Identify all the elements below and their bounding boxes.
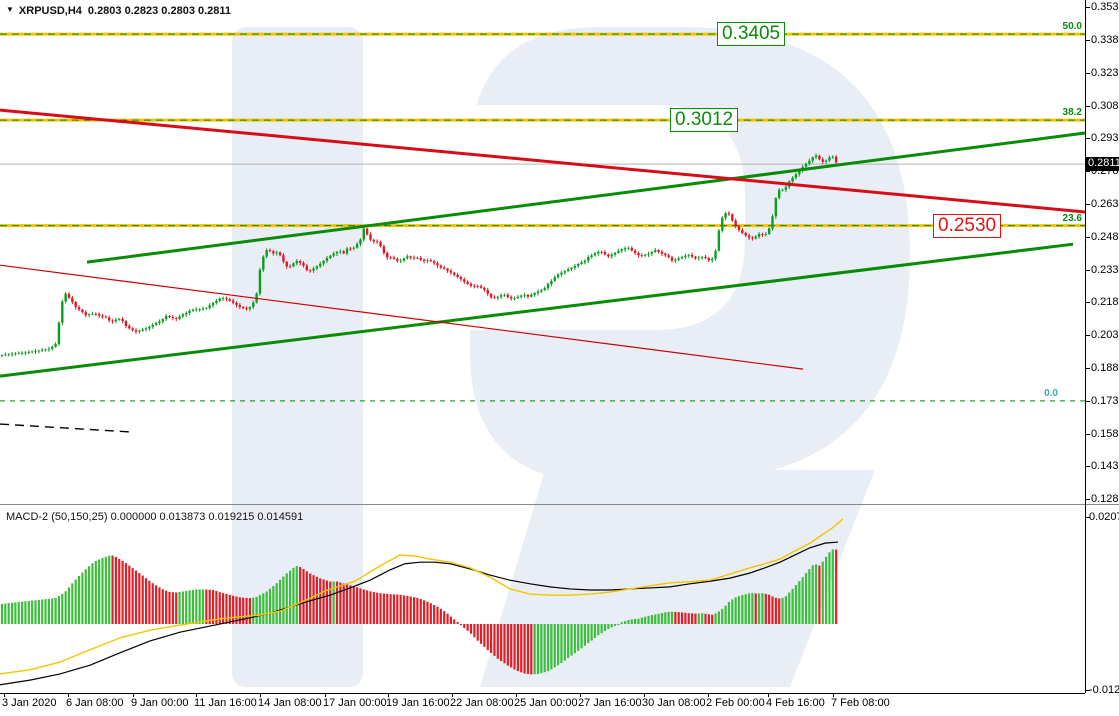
- time-axis-label: 17 Jan 00:00: [323, 697, 387, 709]
- lower-channel-line: [0, 242, 1074, 378]
- upper-channel-line: [86, 131, 1086, 264]
- price-axis-label: 0.1280: [1091, 493, 1119, 505]
- fibo-percent-label: 23.6: [1062, 212, 1082, 224]
- chart-title: ▼ XRPUSD,H4 0.2803 0.2823 0.2803 0.2811: [6, 4, 231, 17]
- symbol-dropdown-icon[interactable]: ▼: [6, 5, 14, 14]
- descending-resistance-line: [0, 108, 1086, 214]
- time-axis-label: 2 Feb 00:00: [706, 697, 765, 709]
- time-axis-label: 14 Jan 08:00: [258, 697, 322, 709]
- fibo-percent-label: 38.2: [1062, 107, 1082, 119]
- candles-layer: [0, 153, 838, 358]
- macd-values: 0.000000 0.013873 0.019215 0.014591: [110, 511, 304, 523]
- time-axis-label: 6 Jan 08:00: [66, 697, 124, 709]
- time-axis-label: 9 Jan 00:00: [131, 697, 189, 709]
- time-axis-label: 11 Jan 16:00: [194, 697, 257, 709]
- macd-axis-max-label: 0.020743: [1089, 511, 1119, 523]
- fibo-percent-label: 0.0: [1044, 387, 1058, 399]
- fibonacci-levels: [0, 32, 1085, 402]
- thin-descending-line: [0, 264, 804, 370]
- current-price-tag: 0.2811: [1086, 157, 1119, 171]
- time-axis-label: 3 Jan 2020: [2, 697, 57, 709]
- fibo-price-box[interactable]: 0.3012: [670, 108, 739, 133]
- time-axis-label: 22 Jan 08:00: [450, 697, 514, 709]
- macd-name: MACD-2 (50,150,25): [6, 511, 108, 523]
- trend-lines[interactable]: [0, 108, 1086, 433]
- time-axis-label: 30 Jan 08:00: [642, 697, 706, 709]
- dashed-black-segment: [0, 423, 134, 433]
- time-axis-label: 19 Jan 16:00: [386, 697, 450, 709]
- macd-axis-min-label: -0.01286: [1089, 684, 1119, 696]
- fibo-price-box[interactable]: 0.3405: [717, 22, 786, 47]
- macd-indicator-label: MACD-2 (50,150,25) 0.000000 0.013873 0.0…: [6, 511, 303, 523]
- ohlc-values: 0.2803 0.2823 0.2803 0.2811: [87, 5, 232, 17]
- time-axis-label: 27 Jan 16:00: [578, 697, 642, 709]
- macd-signal-line: [0, 518, 844, 675]
- time-axis-label: 25 Jan 00:00: [514, 697, 578, 709]
- axis-frame: [0, 0, 1119, 697]
- fibo-percent-label: 50.0: [1062, 21, 1082, 33]
- time-axis-label: 4 Feb 16:00: [766, 697, 825, 709]
- symbol-period-label: XRPUSD,H4: [18, 5, 82, 17]
- fibo-price-box[interactable]: 0.2530: [933, 213, 1002, 238]
- time-axis-label: 7 Feb 08:00: [831, 697, 890, 709]
- macd-main-line: [0, 541, 839, 686]
